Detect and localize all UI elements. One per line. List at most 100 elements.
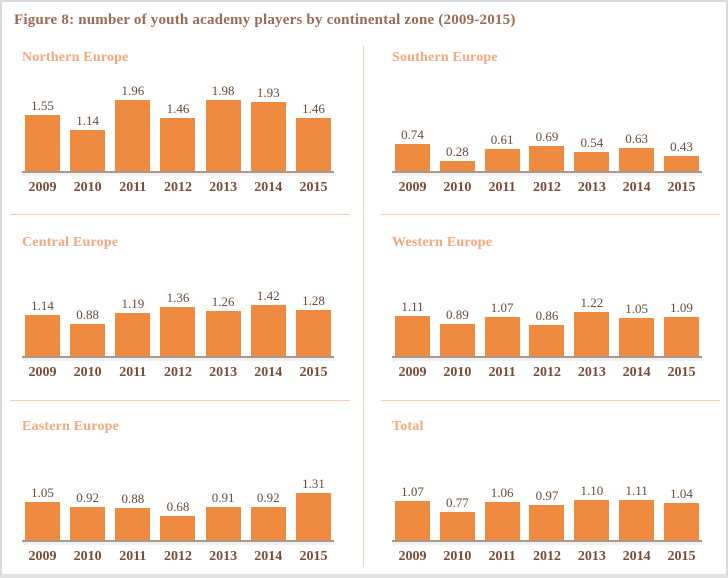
bar-group: 0.61 [484, 133, 520, 171]
bar-value-label: 1.96 [121, 83, 145, 98]
bar-group: 1.19 [115, 296, 151, 356]
x-tick-label: 2010 [73, 365, 102, 380]
x-tick-label: 2011 [488, 365, 516, 380]
x-tick-label: 2015 [667, 549, 696, 564]
bars-area: 1.05 0.92 0.88 0.68 0.91 0.92 1.31 [22, 444, 334, 540]
x-tick-label: 2012 [532, 365, 561, 380]
x-tick-label: 2009 [28, 365, 57, 380]
bar-value-label: 1.14 [31, 298, 54, 313]
bar-group: 1.46 [160, 101, 196, 171]
panel-title: Southern Europe [392, 50, 498, 65]
x-tick-label: 2011 [119, 365, 147, 380]
bar-chart: 1.05 0.92 0.88 0.68 0.91 0.92 1.31 [22, 444, 334, 542]
bar-value-label: 0.97 [535, 488, 559, 503]
bar [439, 161, 475, 171]
bar-group: 1.14 [25, 299, 60, 356]
bar [250, 102, 286, 171]
x-tick-label: 2014 [254, 365, 283, 380]
bar [439, 512, 475, 540]
bar-value-label: 0.69 [535, 129, 559, 144]
x-axis-labels: 2009 2010 2011 2012 2013 2014 2015 [22, 180, 334, 196]
bar [529, 505, 565, 540]
bar-value-label: 1.05 [625, 301, 649, 316]
bar-group: 0.77 [439, 496, 475, 540]
x-tick-label: 2013 [577, 180, 606, 195]
bar [484, 317, 520, 356]
bar-value-label: 0.92 [76, 490, 100, 505]
x-tick-label: 2009 [398, 549, 427, 564]
bar [574, 500, 610, 540]
bar [205, 311, 241, 356]
panel-central-europe: Central Europe 1.14 0.88 1.19 1.36 1.26 1.42 1… [2, 214, 364, 400]
x-tick-label: 2013 [577, 365, 606, 380]
bar-chart: 1.14 0.88 1.19 1.36 1.26 1.42 1.28 [22, 260, 334, 358]
bar [439, 324, 475, 356]
bar-value-label: 1.07 [490, 300, 514, 315]
bar [205, 100, 241, 171]
bar [529, 146, 565, 171]
bar [115, 100, 151, 171]
bar-group: 1.06 [484, 486, 520, 540]
bar [25, 115, 60, 171]
bar-group: 0.88 [70, 307, 106, 356]
bar-group: 0.68 [160, 500, 196, 540]
x-axis-labels: 2009 2010 2011 2012 2013 2014 2015 [22, 549, 334, 565]
bar [663, 156, 699, 171]
x-tick-label: 2013 [209, 365, 238, 380]
x-tick-label: 2015 [667, 365, 696, 380]
bar-group: 0.28 [439, 144, 475, 171]
x-tick-label: 2012 [163, 180, 192, 195]
bar-group: 0.92 [250, 491, 286, 540]
bar [574, 152, 610, 171]
bar-group: 0.92 [70, 490, 106, 540]
bar-group: 1.10 [574, 484, 610, 540]
panel-northern-europe: Northern Europe 1.55 1.14 1.96 1.46 1.98 1.93… [2, 42, 364, 214]
bar-group: 1.93 [250, 85, 286, 171]
x-tick-label: 2014 [622, 365, 651, 380]
bar [395, 144, 430, 171]
x-tick-label: 2011 [488, 180, 516, 195]
bar [250, 507, 286, 540]
panel-title: Total [392, 419, 424, 434]
bar-value-label: 1.28 [302, 293, 325, 308]
bar [115, 313, 151, 356]
bar-value-label: 1.93 [256, 85, 280, 100]
bar-group: 1.05 [25, 486, 60, 540]
bar-chart: 1.11 0.89 1.07 0.86 1.22 1.05 1.09 [392, 260, 702, 358]
x-tick-label: 2015 [299, 365, 328, 380]
x-tick-label: 2014 [254, 549, 283, 564]
bar-value-label: 0.28 [445, 144, 469, 159]
panel-title: Eastern Europe [22, 419, 120, 434]
x-tick-label: 2014 [622, 549, 651, 564]
figure-title: Figure 8: number of youth academy player… [14, 12, 516, 28]
x-tick-label: 2013 [209, 180, 238, 195]
bar [70, 507, 106, 540]
row-divider [381, 400, 720, 401]
bar-group: 1.31 [295, 477, 331, 540]
bar-group: 0.74 [395, 128, 430, 171]
bar [160, 307, 196, 356]
bar-value-label: 0.89 [445, 307, 469, 322]
bar-value-label: 1.19 [121, 296, 145, 311]
panel-southern-europe: Southern Europe 0.74 0.28 0.61 0.69 0.54 0.63… [364, 42, 726, 214]
bar-value-label: 0.74 [401, 127, 424, 142]
x-axis-labels: 2009 2010 2011 2012 2013 2014 2015 [392, 365, 702, 381]
bar-value-label: 1.04 [670, 486, 693, 501]
panel-title: Northern Europe [22, 50, 129, 65]
charts-grid: Northern Europe 1.55 1.14 1.96 1.46 1.98 1.93… [2, 42, 726, 572]
bar-value-label: 1.42 [256, 288, 280, 303]
bar-group: 0.54 [574, 136, 610, 171]
bar-group: 1.46 [295, 102, 331, 171]
bar [25, 315, 60, 356]
x-tick-label: 2012 [532, 180, 561, 195]
bar-value-label: 0.88 [76, 307, 100, 322]
bars-area: 1.11 0.89 1.07 0.86 1.22 1.05 1.09 [392, 260, 702, 356]
bar-value-label: 1.46 [166, 101, 190, 116]
bar-value-label: 1.55 [31, 98, 54, 113]
x-tick-label: 2011 [119, 549, 147, 564]
x-tick-label: 2011 [488, 549, 516, 564]
bar-chart: 0.74 0.28 0.61 0.69 0.54 0.63 0.43 [392, 75, 702, 173]
bar [160, 118, 196, 171]
x-tick-label: 2009 [28, 180, 57, 195]
